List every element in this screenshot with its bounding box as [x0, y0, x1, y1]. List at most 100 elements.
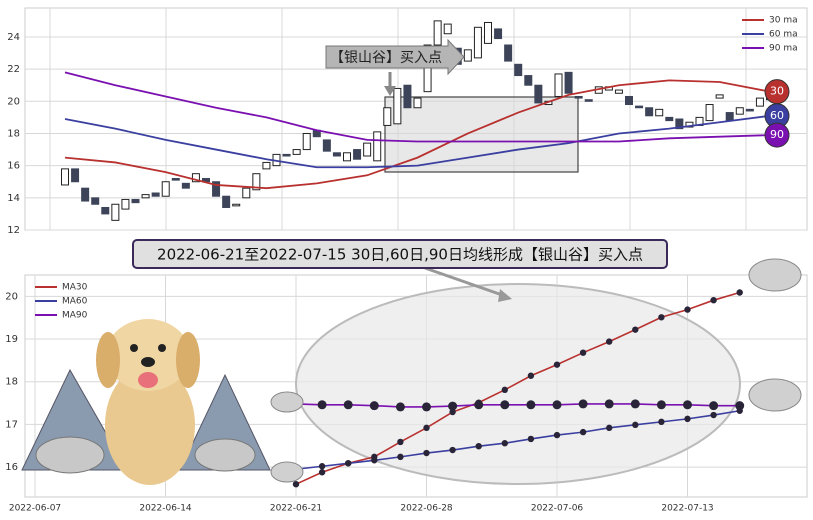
ma-line — [64, 114, 771, 169]
title-box — [132, 239, 668, 269]
candle — [564, 71, 573, 94]
candle — [655, 108, 664, 117]
candle — [181, 182, 190, 189]
candle — [353, 149, 362, 160]
candle — [292, 149, 301, 155]
candle — [715, 94, 724, 99]
candle — [473, 26, 482, 59]
candle — [302, 132, 311, 151]
dog-ear — [176, 332, 200, 388]
candle — [745, 108, 754, 112]
x-tick-label: 2022-06-28 — [400, 504, 453, 514]
y-tick-label: 22 — [7, 64, 20, 75]
ma-dot — [318, 463, 326, 470]
ma-dot — [553, 361, 561, 368]
ma-dot — [736, 289, 743, 296]
ma-dot — [371, 457, 378, 464]
x-tick-label: 2022-06-21 — [270, 504, 322, 514]
candle — [524, 75, 533, 86]
candle — [675, 118, 684, 130]
y-tick-label: 18 — [7, 128, 20, 139]
ma-dot — [345, 460, 352, 467]
dog-body — [105, 365, 195, 485]
annotation-text: 【银山谷】买入点 — [330, 50, 442, 66]
y-tick-label: 20 — [5, 291, 18, 302]
ma-dot — [632, 421, 639, 429]
candle — [71, 168, 80, 183]
candle — [121, 198, 130, 210]
ingot — [270, 461, 304, 483]
highlight-box — [384, 96, 579, 173]
ma-badge-label: 30 — [770, 85, 784, 98]
ma-line — [64, 79, 771, 190]
candle — [262, 161, 271, 170]
ma-dot — [606, 424, 613, 432]
ma-dot — [343, 400, 353, 410]
ma-dot — [552, 400, 562, 410]
candle — [635, 105, 644, 109]
y-tick-label: 18 — [5, 377, 18, 388]
candle — [494, 28, 503, 40]
candle — [111, 203, 120, 221]
ma-badge-label: 90 — [770, 128, 784, 141]
legend-label: 30 ma — [769, 16, 798, 26]
candle — [463, 49, 472, 62]
candle — [161, 181, 170, 197]
dog-tongue — [138, 372, 158, 388]
annotation: 【银山谷】买入点 — [325, 38, 465, 96]
candle — [101, 206, 110, 215]
ingot — [748, 258, 802, 292]
ma-dot — [423, 424, 430, 432]
x-tick-label: 2022-07-13 — [661, 504, 713, 514]
candle — [504, 44, 513, 62]
ma-dot — [579, 428, 587, 436]
candle — [443, 23, 452, 35]
candle — [393, 87, 402, 125]
candle — [725, 112, 734, 122]
dog-nose — [141, 357, 155, 367]
ma-dot — [656, 400, 666, 410]
candle — [282, 153, 291, 157]
candle — [484, 21, 492, 44]
title-pointer — [424, 266, 506, 298]
ma-dot — [630, 399, 640, 409]
candle — [242, 187, 251, 199]
ma-dot — [501, 440, 508, 447]
ma-dot — [448, 401, 458, 411]
ma-dot — [474, 400, 484, 410]
candle — [232, 203, 241, 207]
legend-label: MA60 — [62, 297, 88, 307]
candle — [665, 116, 674, 122]
ma-dot — [500, 400, 510, 410]
candle — [574, 95, 583, 99]
ma-dot — [449, 446, 456, 454]
candle — [81, 187, 90, 202]
candle — [141, 194, 150, 199]
ma-dot — [684, 306, 691, 313]
ma-dot — [526, 400, 536, 410]
candle — [191, 173, 200, 183]
candle — [322, 139, 331, 152]
x-tick-label: 2022-06-14 — [139, 504, 192, 514]
ma-dot — [683, 400, 692, 410]
ingot — [270, 391, 304, 413]
ma-dot — [475, 442, 482, 450]
ma-dot — [449, 408, 456, 416]
ma-dot — [317, 400, 327, 410]
candle — [61, 168, 69, 186]
ma-dot — [658, 418, 665, 426]
y-tick-label: 16 — [5, 462, 18, 473]
candle — [403, 84, 412, 109]
ma-line — [64, 71, 771, 143]
y-tick-label: 12 — [7, 225, 20, 236]
ma-dot — [395, 402, 405, 412]
y-tick-label: 19 — [5, 334, 18, 345]
candle — [625, 95, 633, 106]
ma-dot — [658, 314, 665, 321]
ma-badge — [764, 122, 790, 148]
legend-label: 60 ma — [769, 30, 798, 40]
ingot — [748, 378, 802, 412]
ma-dot — [632, 326, 639, 333]
y-tick-label: 24 — [7, 32, 20, 43]
